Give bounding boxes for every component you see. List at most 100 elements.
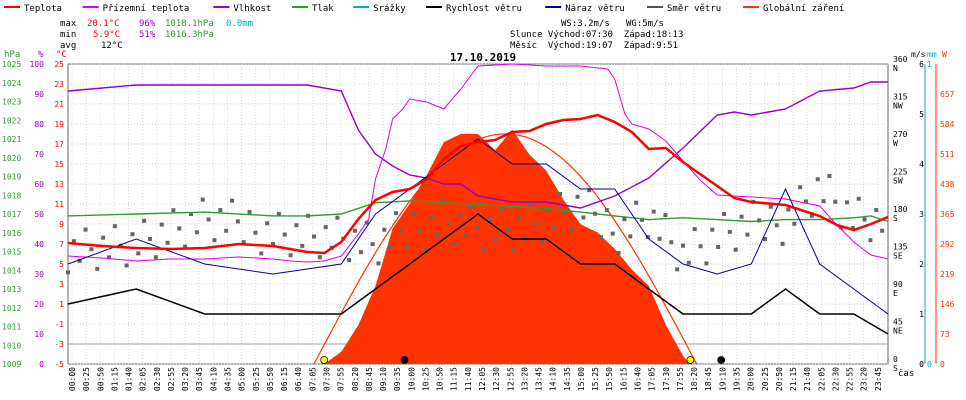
wind-dir-point bbox=[335, 215, 340, 220]
stat-max-rain: 0.0mm bbox=[226, 19, 253, 29]
unit-mm: mm bbox=[927, 50, 937, 59]
wind-dir-point bbox=[804, 199, 808, 204]
wind-dir-point bbox=[200, 197, 205, 202]
wind-dir-point bbox=[112, 224, 117, 229]
tick-w-7: 511 bbox=[940, 150, 955, 159]
wind-dir-point bbox=[218, 208, 223, 213]
tick-dir-3: 135 bbox=[893, 243, 908, 252]
wind-dir-point bbox=[856, 196, 861, 201]
wind-dir-point bbox=[130, 232, 135, 237]
tick-x-11: 04:35 bbox=[224, 367, 233, 391]
tick-pct-0: 0 bbox=[39, 360, 44, 369]
wind-dir-point bbox=[206, 217, 211, 222]
tick-x-55: 22:55 bbox=[846, 367, 855, 391]
tick-pct-7: 70 bbox=[34, 150, 44, 159]
wind-dir-point bbox=[417, 230, 422, 235]
tick-hpa-15: 1024 bbox=[2, 79, 21, 88]
marker-moonset bbox=[400, 356, 409, 364]
tick-hpa-0: 1009 bbox=[2, 360, 21, 369]
wind-dir-point bbox=[669, 240, 674, 245]
tick-dir-letter-4: S bbox=[893, 214, 898, 223]
tick-w-8: 584 bbox=[940, 120, 955, 129]
wind-dir-point bbox=[604, 208, 609, 213]
legend: Teplota Přízemní teplota Vlhkost Tlak Srážky… bbox=[4, 4, 844, 14]
wind-dir-point bbox=[634, 200, 639, 205]
tick-pct-5: 50 bbox=[34, 210, 44, 219]
wind-dir-point bbox=[563, 209, 568, 214]
legend-label-0: Teplota bbox=[24, 4, 62, 14]
tick-ms-5: 5 bbox=[919, 110, 924, 119]
tick-temp-13: 21 bbox=[54, 100, 64, 109]
wind-dir-point bbox=[640, 217, 644, 222]
tick-x-57: 23:45 bbox=[874, 367, 883, 391]
wind-dir-point bbox=[253, 230, 258, 235]
tick-hpa-2: 1011 bbox=[2, 323, 21, 332]
wind-dir-point bbox=[276, 211, 281, 216]
tick-temp-3: 1 bbox=[59, 300, 64, 309]
wind-dir-point bbox=[845, 200, 849, 205]
wind-dir-point bbox=[745, 232, 750, 237]
tick-mm-0: 0 bbox=[927, 360, 932, 369]
wind-dir-point bbox=[148, 237, 152, 241]
legend-swatch-8 bbox=[743, 6, 759, 8]
stat-min-label: min bbox=[60, 30, 76, 40]
tick-x-53: 22:05 bbox=[817, 367, 826, 391]
tick-x-51: 21:15 bbox=[789, 367, 798, 391]
tick-pct-1: 10 bbox=[34, 330, 44, 339]
tick-x-40: 16:40 bbox=[634, 367, 643, 391]
wind-dir-point bbox=[505, 228, 510, 233]
wind-dir-point bbox=[259, 251, 264, 256]
unit-hpa: hPa bbox=[4, 50, 20, 60]
tick-ms-3: 3 bbox=[919, 210, 924, 219]
tick-hpa-8: 1017 bbox=[2, 210, 21, 219]
wind-dir-point bbox=[616, 250, 621, 255]
wind-dir-point bbox=[435, 232, 439, 237]
wind-dir-point bbox=[71, 239, 76, 244]
tick-temp-0: -5 bbox=[54, 360, 64, 369]
info-ws: WS:3.2m/s bbox=[561, 19, 610, 29]
tick-dir-letter-7: NW bbox=[893, 102, 903, 111]
legend-swatch-6 bbox=[545, 6, 562, 8]
tick-hpa-6: 1015 bbox=[2, 248, 21, 257]
wind-dir-point bbox=[382, 227, 387, 232]
wind-dir-point bbox=[534, 221, 539, 226]
tick-x-25: 10:25 bbox=[421, 367, 430, 391]
wind-dir-point bbox=[189, 212, 193, 216]
legend-swatch-7 bbox=[647, 6, 663, 8]
tick-x-1: 00:25 bbox=[82, 367, 91, 391]
tick-x-46: 19:10 bbox=[718, 367, 727, 391]
stat-max-press: 1018.1hPa bbox=[165, 19, 214, 29]
tick-temp-15: 25 bbox=[54, 60, 64, 69]
tick-x-30: 12:30 bbox=[492, 367, 501, 391]
wind-dir-point bbox=[423, 247, 428, 252]
tick-x-4: 01:40 bbox=[125, 367, 134, 391]
wind-dir-point bbox=[798, 185, 803, 190]
tick-hpa-4: 1013 bbox=[2, 285, 21, 294]
tick-hpa-11: 1020 bbox=[2, 154, 21, 163]
tick-x-56: 23:20 bbox=[860, 367, 869, 391]
series-radiation-area bbox=[324, 129, 690, 364]
tick-hpa-12: 1021 bbox=[2, 135, 21, 144]
tick-x-35: 14:35 bbox=[563, 367, 572, 391]
tick-ms-6: 6 bbox=[919, 60, 924, 69]
wind-dir-point bbox=[528, 202, 533, 207]
wind-dir-point bbox=[698, 244, 703, 249]
tick-x-8: 03:20 bbox=[181, 367, 190, 391]
wind-dir-point bbox=[171, 208, 176, 213]
tick-x-29: 12:05 bbox=[478, 367, 487, 391]
tick-x-37: 15:25 bbox=[591, 367, 600, 391]
tick-x-54: 22:30 bbox=[831, 367, 840, 391]
tick-dir-0: 0 bbox=[893, 355, 898, 364]
wind-dir-point bbox=[833, 199, 838, 204]
unit-w: W bbox=[942, 50, 947, 59]
tick-x-27: 11:15 bbox=[450, 367, 459, 391]
wind-dir-point bbox=[66, 270, 70, 275]
tick-w-1: 73 bbox=[940, 330, 950, 339]
stat-min-press: 1016.3hPa bbox=[165, 30, 214, 40]
tick-hpa-7: 1016 bbox=[2, 229, 21, 238]
legend-label-6: Náraz větru bbox=[565, 4, 625, 14]
wind-dir-point bbox=[499, 207, 504, 212]
wind-dir-point bbox=[476, 226, 480, 231]
wind-dir-point bbox=[358, 250, 363, 255]
